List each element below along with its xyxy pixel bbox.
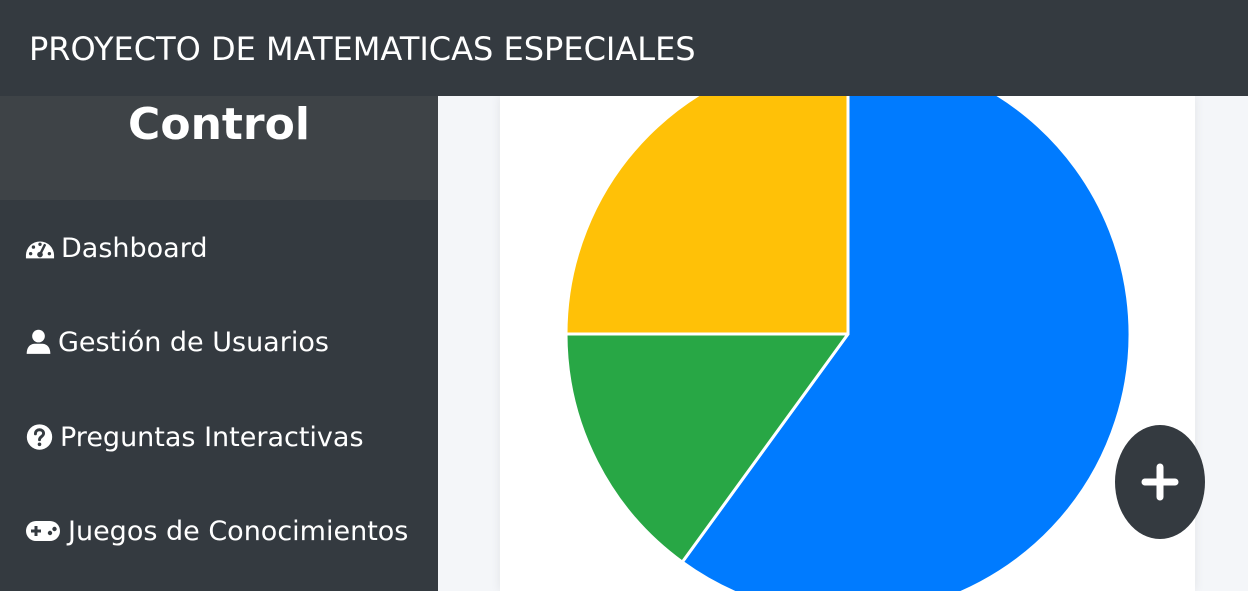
user-icon [26, 329, 51, 354]
top-navbar: PROYECTO DE MATEMATICAS ESPECIALES [0, 0, 1248, 96]
pie-slice-2 [564, 96, 850, 336]
sidebar-item-label: Preguntas Interactivas [60, 421, 364, 453]
question-circle-icon [26, 424, 53, 450]
pie-slice-1 [564, 332, 850, 564]
add-button[interactable] [1115, 425, 1205, 539]
sidebar-header: Control [0, 96, 438, 200]
tachometer-icon [25, 241, 55, 259]
sidebar: Control Dashboard Gestión de Usuarios Pr… [0, 96, 438, 591]
sidebar-item-label: Dashboard [61, 232, 208, 264]
gamepad-icon [26, 521, 60, 541]
sidebar-item-label: Gestión de Usuarios [58, 326, 329, 358]
sidebar-item-dashboard[interactable]: Dashboard [0, 218, 438, 278]
sidebar-item-preguntas[interactable]: Preguntas Interactivas [0, 407, 438, 467]
sidebar-item-usuarios[interactable]: Gestión de Usuarios [0, 312, 438, 372]
pie-chart [564, 96, 1132, 591]
pie-slice-0 [680, 96, 1132, 591]
sidebar-item-label: Juegos de Conocimientos [68, 515, 409, 547]
plus-icon [1141, 463, 1179, 501]
sidebar-item-juegos[interactable]: Juegos de Conocimientos [0, 501, 438, 561]
chart-card [500, 96, 1195, 591]
main-content [438, 96, 1248, 591]
sidebar-title: Control [128, 99, 310, 150]
app-title: PROYECTO DE MATEMATICAS ESPECIALES [29, 30, 696, 68]
